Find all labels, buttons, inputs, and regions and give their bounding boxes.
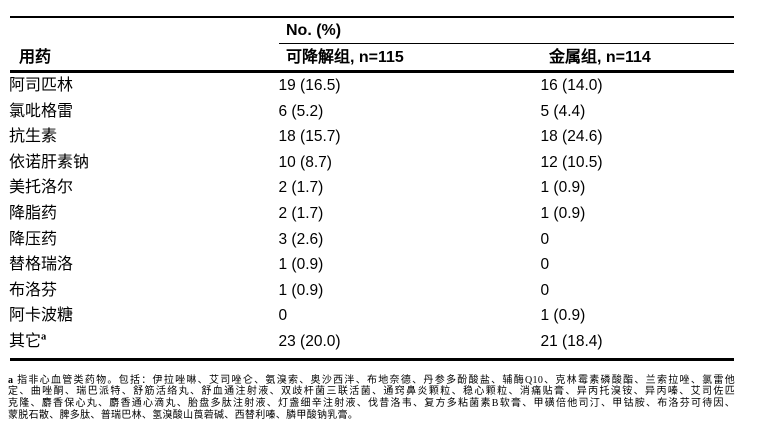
- biodegradable-group-value-cell: 0: [278, 307, 288, 325]
- metal-group-value-cell: 1 (0.9): [540, 205, 586, 223]
- metal-group-value-cell: 12 (10.5): [540, 153, 603, 171]
- table-row: 降压药 3 (2.6) 0: [0, 227, 774, 253]
- table-row: 布洛芬 1 (0.9) 0: [0, 278, 774, 304]
- biodegradable-group-header: 可降解组, n=115: [286, 48, 404, 66]
- biodegradable-group-value-cell: 19 (16.5): [278, 77, 341, 94]
- table-spanner-header: No. (%): [286, 21, 342, 39]
- table-body: 阿司匹林 19 (16.5) 16 (14.0) 氯吡格雷 6 (5.2) 5 (4.4)…: [0, 73, 774, 355]
- metal-group-value-cell: 18 (24.6): [540, 128, 603, 146]
- table-row: 美托洛尔 2 (1.7) 1 (0.9): [0, 175, 774, 201]
- table-header-rule: [10, 70, 734, 74]
- drug-name-cell: 降脂药: [9, 205, 58, 223]
- metal-group-value-cell: 16 (14.0): [540, 77, 603, 94]
- drug-name-cell: 氯吡格雷: [9, 102, 74, 120]
- table-spanner-rule: [279, 42, 734, 44]
- drug-name-cell: 美托洛尔: [9, 179, 74, 197]
- footnote-marker-superscript: a: [41, 331, 47, 343]
- biodegradable-group-value-cell: 2 (1.7): [278, 205, 324, 223]
- drug-name-cell: 其它a: [9, 331, 47, 351]
- table-row: 氯吡格雷 6 (5.2) 5 (4.4): [0, 99, 774, 125]
- biodegradable-group-value-cell: 18 (15.7): [278, 128, 341, 146]
- table-row: 依诺肝素钠 10 (8.7) 12 (10.5): [0, 150, 774, 176]
- table-row: 抗生素 18 (15.7) 18 (24.6): [0, 124, 774, 150]
- drug-name-cell: 依诺肝素钠: [9, 153, 90, 171]
- footnote-line: a 指非心血管类药物。包括：伊拉唑啉、艾司唑仑、氨溴索、奥沙西泮、布地奈德、丹参…: [8, 374, 735, 386]
- drug-name-cell: 阿司匹林: [9, 77, 74, 94]
- table-top-rule: [10, 16, 734, 18]
- table-row: 阿司匹林 19 (16.5) 16 (14.0): [0, 73, 774, 99]
- metal-group-value-cell: 0: [540, 281, 550, 299]
- footnote-line: 克隆、麝香保心丸、麝香通心滴丸、胎盘多肽注射液、灯盏细辛注射液、伐昔洛韦、复方多…: [8, 398, 735, 410]
- table-row: 替格瑞洛 1 (0.9) 0: [0, 252, 774, 278]
- biodegradable-group-value-cell: 10 (8.7): [278, 153, 332, 171]
- drug-name-cell: 降压药: [9, 230, 58, 248]
- drug-name-cell: 替格瑞洛: [9, 256, 74, 274]
- metal-group-value-cell: 1 (0.9): [540, 179, 586, 197]
- table-row: 阿卡波糖 0 1 (0.9): [0, 303, 774, 329]
- metal-group-value-cell: 21 (18.4): [540, 333, 603, 351]
- metal-group-value-cell: 0: [540, 256, 550, 274]
- table-row: 降脂药 2 (1.7) 1 (0.9): [0, 201, 774, 227]
- biodegradable-group-value-cell: 1 (0.9): [278, 256, 324, 274]
- drug-column-header: 用药: [19, 48, 52, 66]
- metal-group-value-cell: 5 (4.4): [540, 102, 586, 120]
- table-footnote: a 指非心血管类药物。包括：伊拉唑啉、艾司唑仑、氨溴索、奥沙西泮、布地奈德、丹参…: [8, 375, 735, 422]
- metal-group-header: 金属组, n=114: [549, 48, 651, 66]
- footnote-line: 蒙脱石散、脾多肽、普瑞巴林、氢溴酸山莨菪碱、西替利嗪、膦甲酸钠乳膏。: [8, 409, 359, 421]
- footnote-line: 定、曲唑酮、瑞巴派特、舒筋活络丸、舒血通注射液、双歧杆菌三联活菌、通窍鼻炎颗粒、…: [8, 386, 735, 398]
- drug-name-cell: 布洛芬: [9, 281, 58, 299]
- biodegradable-group-value-cell: 2 (1.7): [278, 179, 324, 197]
- biodegradable-group-value-cell: 3 (2.6): [278, 230, 324, 248]
- metal-group-value-cell: 0: [540, 230, 550, 248]
- table-bottom-rule: [10, 358, 734, 361]
- biodegradable-group-value-cell: 23 (20.0): [278, 333, 341, 351]
- biodegradable-group-value-cell: 6 (5.2): [278, 102, 324, 120]
- drug-name-cell: 阿卡波糖: [9, 307, 74, 325]
- table-row: 其它a 23 (20.0) 21 (18.4): [0, 329, 774, 355]
- metal-group-value-cell: 1 (0.9): [540, 307, 586, 325]
- biodegradable-group-value-cell: 1 (0.9): [278, 281, 324, 299]
- drug-name-cell: 抗生素: [9, 128, 58, 146]
- footnote-marker: a: [8, 374, 14, 386]
